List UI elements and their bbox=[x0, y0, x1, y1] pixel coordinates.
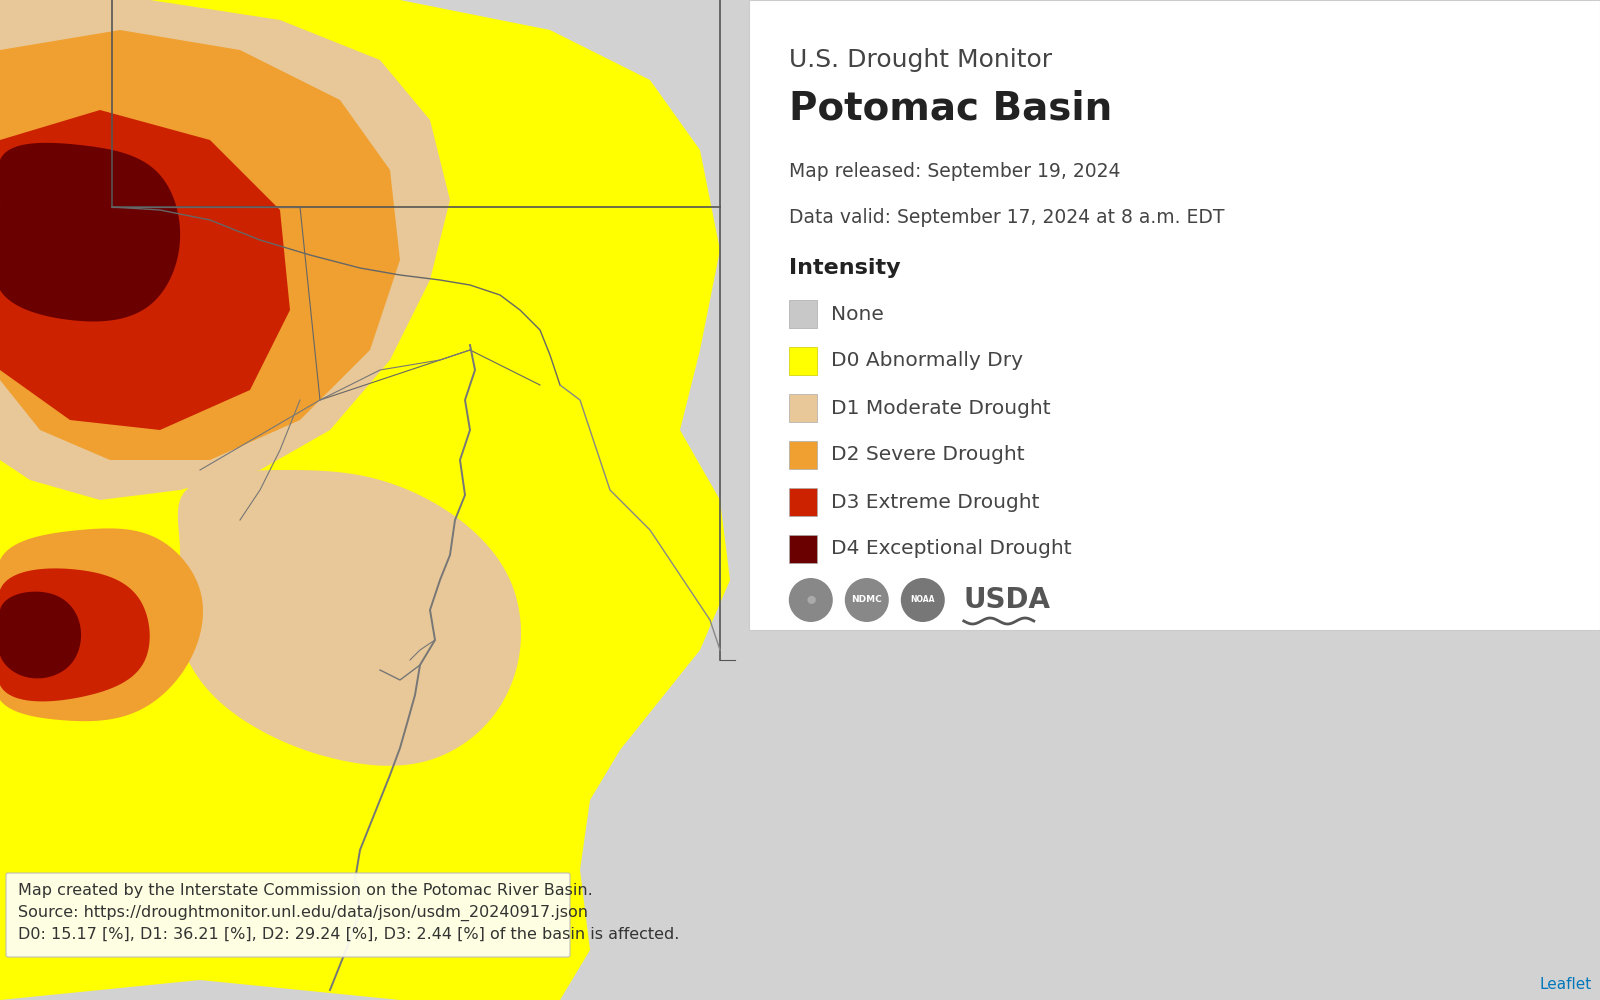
Polygon shape bbox=[0, 0, 450, 500]
Bar bbox=[789, 535, 818, 563]
Text: Leaflet: Leaflet bbox=[1539, 977, 1592, 992]
Polygon shape bbox=[0, 592, 82, 678]
Text: NOAA: NOAA bbox=[910, 595, 934, 604]
Polygon shape bbox=[0, 110, 290, 430]
Bar bbox=[789, 347, 818, 375]
Text: Data valid: September 17, 2024 at 8 a.m. EDT: Data valid: September 17, 2024 at 8 a.m.… bbox=[789, 208, 1224, 227]
Polygon shape bbox=[0, 143, 181, 321]
Polygon shape bbox=[139, 233, 274, 360]
Text: Source: https://droughtmonitor.unl.edu/data/json/usdm_20240917.json: Source: https://droughtmonitor.unl.edu/d… bbox=[18, 905, 589, 921]
Polygon shape bbox=[0, 568, 150, 701]
Text: Map created by the Interstate Commission on the Potomac River Basin.: Map created by the Interstate Commission… bbox=[18, 883, 592, 898]
Circle shape bbox=[845, 578, 890, 622]
Text: U.S. Drought Monitor: U.S. Drought Monitor bbox=[789, 48, 1051, 72]
Text: USDA: USDA bbox=[963, 586, 1051, 614]
Text: D2 Severe Drought: D2 Severe Drought bbox=[830, 446, 1024, 464]
Text: Map released: September 19, 2024: Map released: September 19, 2024 bbox=[789, 162, 1120, 181]
Circle shape bbox=[789, 578, 834, 622]
Bar bbox=[789, 441, 818, 469]
Text: ⬤: ⬤ bbox=[806, 595, 816, 604]
Polygon shape bbox=[0, 528, 203, 721]
FancyBboxPatch shape bbox=[6, 873, 570, 957]
Polygon shape bbox=[174, 470, 522, 766]
Text: D1 Moderate Drought: D1 Moderate Drought bbox=[830, 398, 1051, 418]
Text: D4 Exceptional Drought: D4 Exceptional Drought bbox=[830, 540, 1072, 558]
Polygon shape bbox=[0, 0, 730, 1000]
Text: D0: 15.17 [%], D1: 36.21 [%], D2: 29.24 [%], D3: 2.44 [%] of the basin is affect: D0: 15.17 [%], D1: 36.21 [%], D2: 29.24 … bbox=[18, 927, 680, 942]
Text: Potomac Basin: Potomac Basin bbox=[789, 90, 1112, 128]
Polygon shape bbox=[0, 30, 400, 460]
Bar bbox=[789, 394, 818, 422]
Text: None: None bbox=[830, 304, 883, 324]
Text: D3 Extreme Drought: D3 Extreme Drought bbox=[830, 492, 1040, 512]
Circle shape bbox=[901, 578, 944, 622]
Text: D0 Abnormally Dry: D0 Abnormally Dry bbox=[830, 352, 1022, 370]
Text: NDMC: NDMC bbox=[851, 595, 882, 604]
Bar bbox=[789, 300, 818, 328]
Text: Intensity: Intensity bbox=[789, 258, 901, 278]
Bar bbox=[749, 0, 1600, 630]
Bar bbox=[789, 488, 818, 516]
